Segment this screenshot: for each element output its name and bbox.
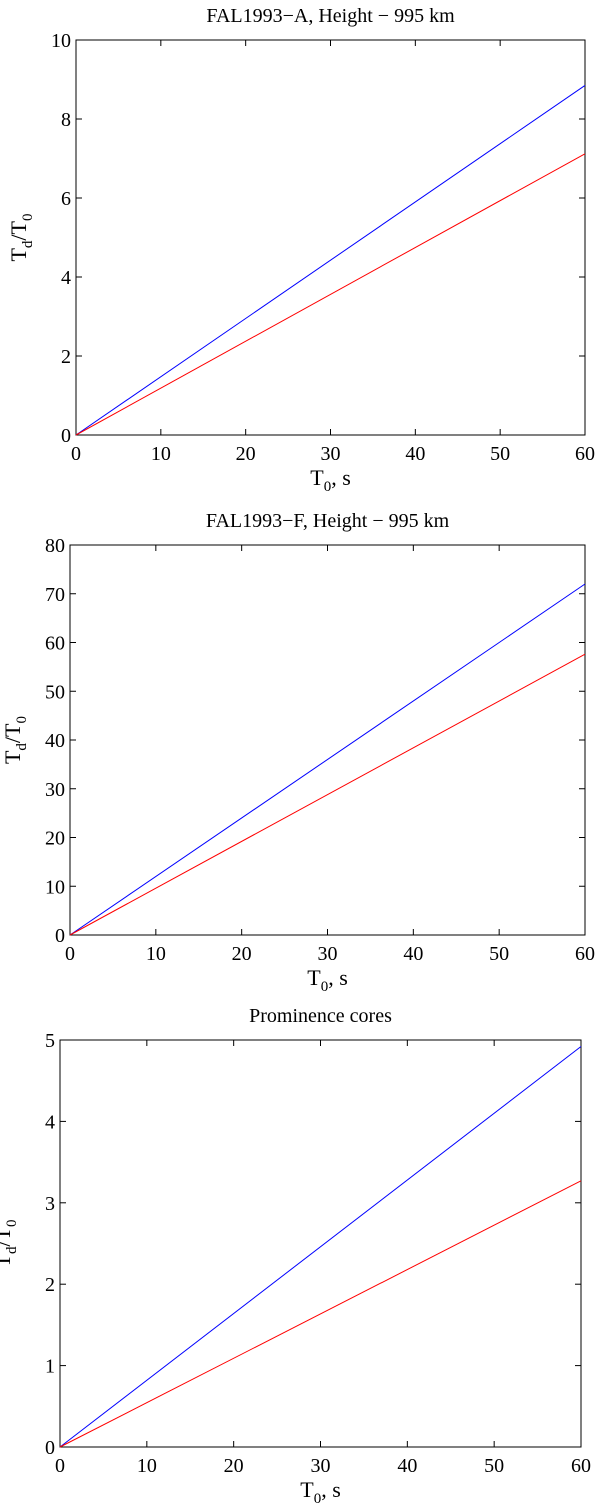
x-axis-title: T0, s [310, 465, 351, 495]
y-tick-label: 6 [61, 188, 71, 210]
x-tick-label: 10 [151, 443, 171, 465]
x-tick-label: 30 [311, 1455, 331, 1477]
x-tick-label: 60 [575, 943, 595, 965]
x-axis-title: T0, s [300, 1477, 341, 1507]
chart-title: Prominence cores [249, 1005, 392, 1027]
x-tick-label: 0 [71, 443, 81, 465]
x-tick-label: 0 [65, 943, 75, 965]
series-line-1 [69, 583, 586, 936]
y-tick-label: 0 [55, 925, 65, 947]
y-tick-label: 20 [45, 828, 65, 850]
x-tick-label: 50 [489, 943, 509, 965]
y-tick-label: 2 [45, 1274, 55, 1296]
y-tick-label: 5 [45, 1030, 55, 1052]
y-tick-label: 4 [45, 1111, 55, 1133]
x-tick-label: 30 [321, 443, 341, 465]
chart-title: FAL1993−A, Height − 995 km [206, 5, 455, 27]
x-tick-label: 30 [318, 943, 338, 965]
x-tick-label: 60 [571, 1455, 591, 1477]
x-tick-label: 20 [224, 1455, 244, 1477]
y-tick-label: 10 [51, 30, 71, 52]
x-tick-label: 20 [236, 443, 256, 465]
x-tick-label: 40 [403, 943, 423, 965]
series-line-2 [69, 653, 586, 936]
series-line-2 [75, 153, 586, 436]
x-tick-label: 40 [397, 1455, 417, 1477]
y-tick-label: 60 [45, 633, 65, 655]
y-tick-label: 1 [45, 1356, 55, 1378]
x-tick-label: 50 [490, 443, 510, 465]
x-tick-label: 60 [575, 443, 595, 465]
series-line-1 [59, 1046, 582, 1448]
chart-2: FAL1993−F, Height − 995 km 0 10 20 30 40 50 60 0… [0, 510, 595, 995]
series-line-2 [59, 1180, 582, 1448]
x-axis-title: T0, s [307, 965, 348, 995]
x-tick-label: 50 [484, 1455, 504, 1477]
chart-1: FAL1993−A, Height − 995 km 0 10 20 30 40 50 60 0… [6, 5, 595, 495]
chart-3: Prominence cores 0 10 20 30 40 50 60 0 1 2 3 4 5 T0, s… [0, 1005, 591, 1507]
y-tick-label: 10 [45, 876, 65, 898]
y-tick-label: 0 [45, 1437, 55, 1459]
y-tick-label: 4 [61, 267, 71, 289]
y-axis-title: Td/T0 [0, 716, 30, 764]
x-tick-label: 0 [55, 1455, 65, 1477]
plot-frame [69, 544, 586, 936]
x-tick-label: 20 [232, 943, 252, 965]
y-tick-label: 2 [61, 346, 71, 368]
y-tick-label: 3 [45, 1193, 55, 1215]
x-tick-label: 40 [405, 443, 425, 465]
y-tick-label: 30 [45, 779, 65, 801]
y-tick-label: 80 [45, 535, 65, 557]
y-tick-label: 50 [45, 681, 65, 703]
y-tick-label: 40 [45, 730, 65, 752]
plot-frame [59, 1039, 582, 1448]
y-axis-title: Td/T0 [0, 1219, 20, 1267]
y-tick-label: 70 [45, 584, 65, 606]
y-tick-label: 8 [61, 109, 71, 131]
x-tick-label: 10 [137, 1455, 157, 1477]
plot-frame [75, 39, 586, 436]
chart-title: FAL1993−F, Height − 995 km [206, 510, 450, 532]
y-axis-title: Td/T0 [6, 213, 36, 261]
series-line-1 [75, 85, 586, 436]
y-tick-label: 0 [61, 425, 71, 447]
x-tick-label: 10 [146, 943, 166, 965]
